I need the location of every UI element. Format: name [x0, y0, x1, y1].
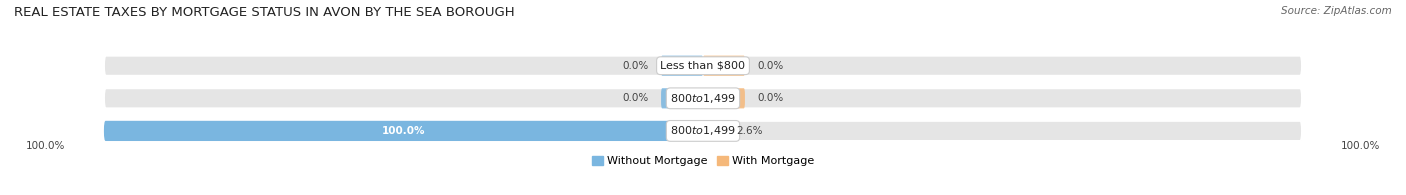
Text: $800 to $1,499: $800 to $1,499	[671, 92, 735, 105]
Text: Source: ZipAtlas.com: Source: ZipAtlas.com	[1281, 6, 1392, 16]
FancyBboxPatch shape	[703, 121, 718, 141]
Text: $800 to $1,499: $800 to $1,499	[671, 124, 735, 137]
FancyBboxPatch shape	[661, 88, 703, 108]
Legend: Without Mortgage, With Mortgage: Without Mortgage, With Mortgage	[592, 156, 814, 166]
Text: 100.0%: 100.0%	[27, 141, 66, 151]
FancyBboxPatch shape	[104, 56, 1302, 76]
Text: 2.6%: 2.6%	[737, 126, 763, 136]
Text: 100.0%: 100.0%	[381, 126, 425, 136]
Text: 0.0%: 0.0%	[756, 61, 783, 71]
FancyBboxPatch shape	[104, 121, 703, 141]
FancyBboxPatch shape	[104, 121, 1302, 141]
Text: REAL ESTATE TAXES BY MORTGAGE STATUS IN AVON BY THE SEA BOROUGH: REAL ESTATE TAXES BY MORTGAGE STATUS IN …	[14, 6, 515, 19]
FancyBboxPatch shape	[703, 88, 745, 108]
FancyBboxPatch shape	[703, 56, 745, 76]
Text: Less than $800: Less than $800	[661, 61, 745, 71]
Text: 0.0%: 0.0%	[623, 61, 650, 71]
FancyBboxPatch shape	[661, 56, 703, 76]
Text: 0.0%: 0.0%	[756, 93, 783, 103]
Text: 0.0%: 0.0%	[623, 93, 650, 103]
Text: 100.0%: 100.0%	[1340, 141, 1379, 151]
FancyBboxPatch shape	[104, 88, 1302, 108]
